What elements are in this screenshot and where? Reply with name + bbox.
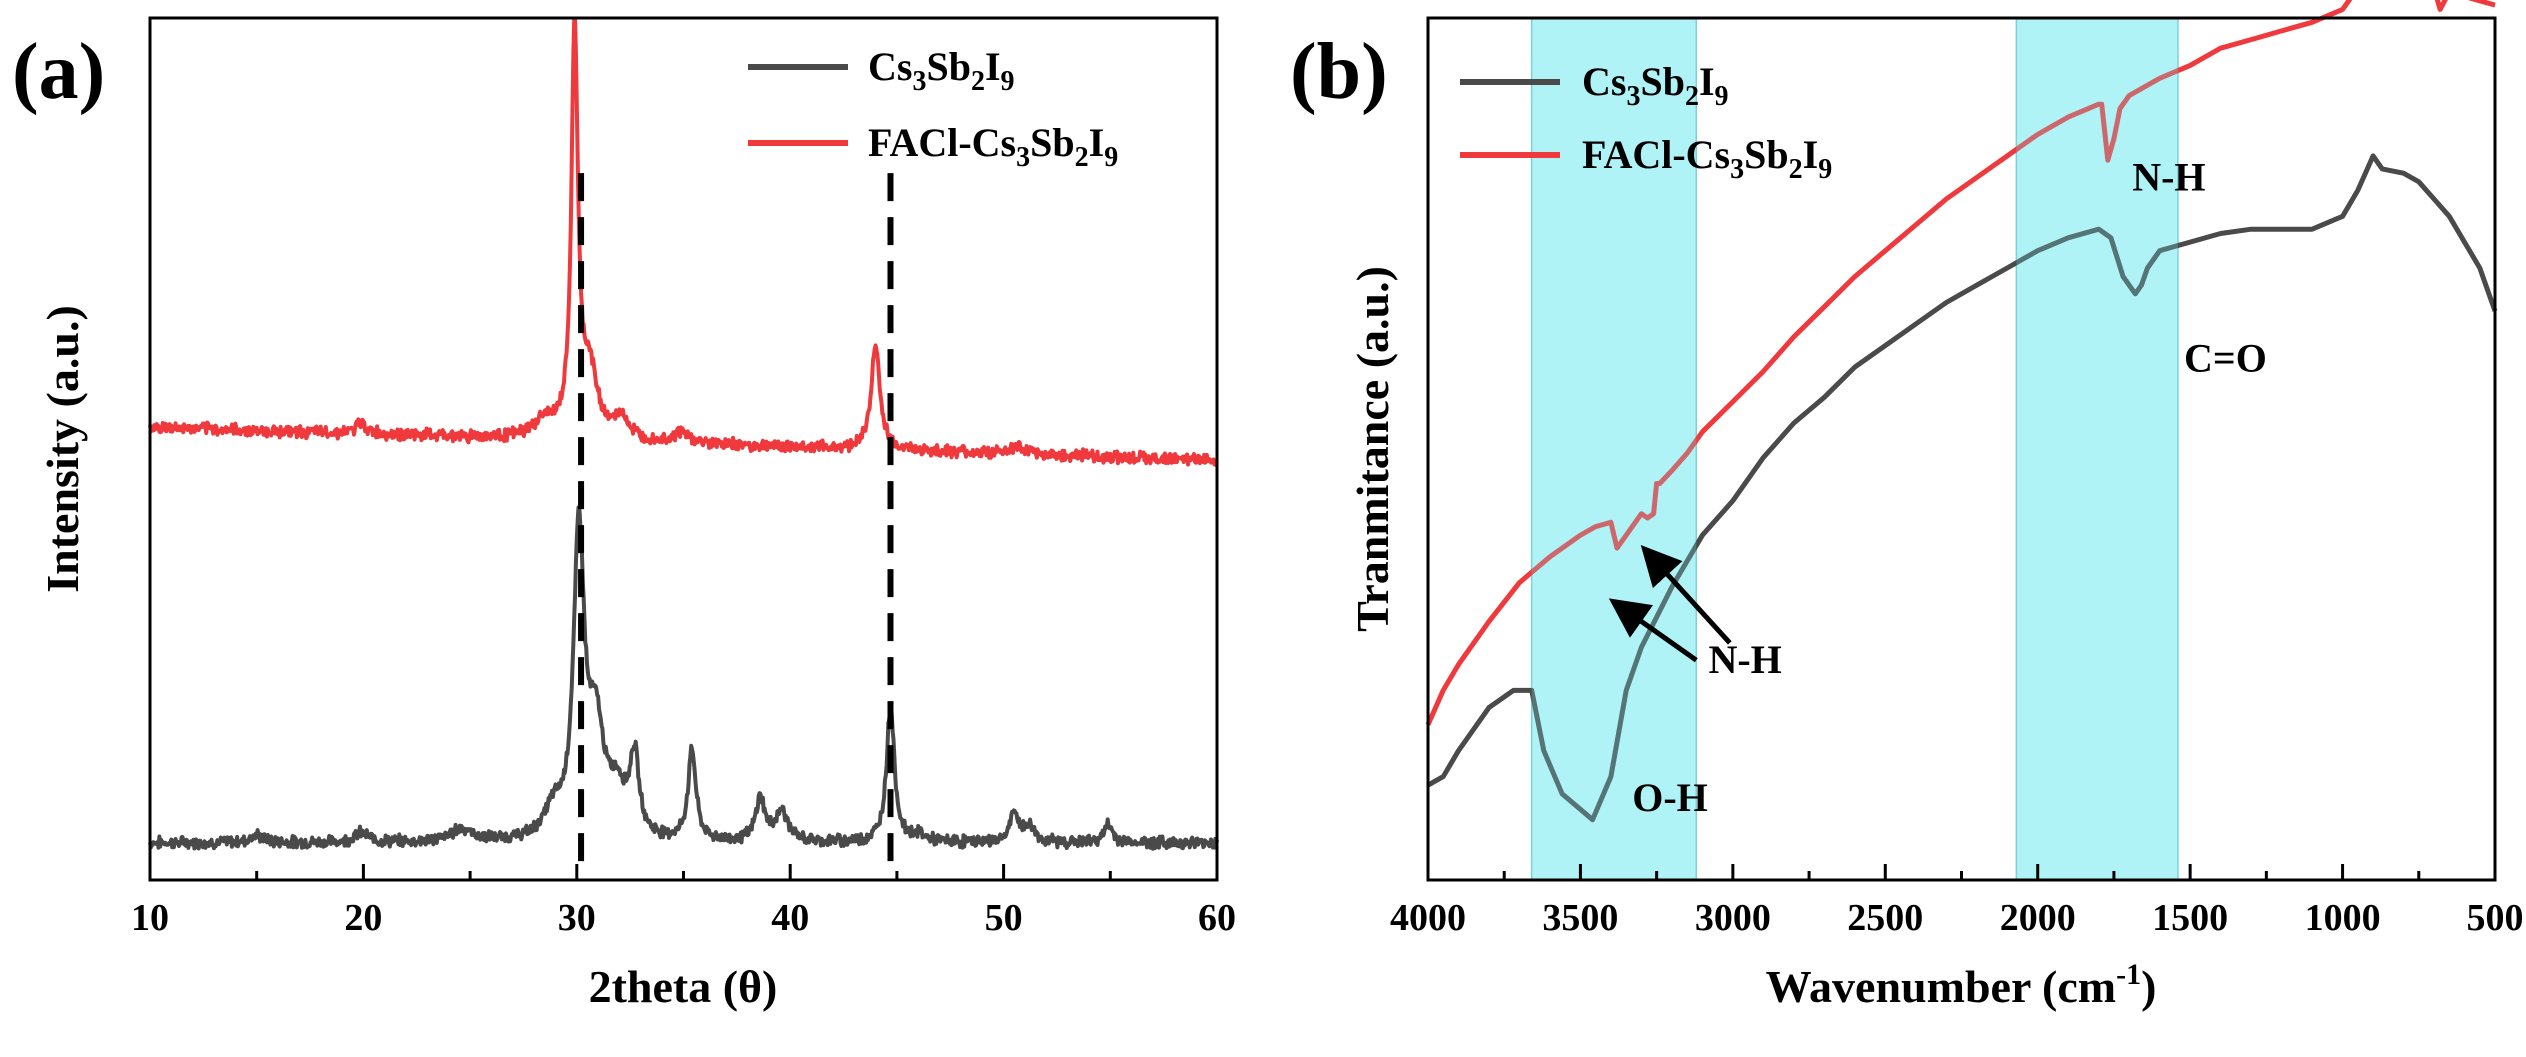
panel-a-plot-area (148, 16, 1219, 863)
annotation-arrow (1640, 545, 1732, 645)
peak-annotation: O-H (1632, 775, 1708, 820)
panel-a-xrd: (a) 10 20 30 40 50 60 2theta (θ) Intensity (a… (12, 16, 1236, 1012)
legend-label-cs3sb2i9: Cs3Sb2I9 (868, 44, 1015, 97)
panel-b-x-tick-label: 2500 (1847, 897, 1923, 939)
panel-b-x-tick-label: 1000 (2305, 897, 2381, 939)
panel-a-y-axis-title: Intensity (a.u.) (37, 305, 88, 593)
annotation-arrow (1608, 598, 1698, 663)
peak-annotation: C=O (2184, 335, 2267, 380)
series-line-facl-cs3sb2i9 (148, 16, 1219, 467)
panel-b-shaded-regions (1530, 17, 2179, 881)
panel-b-x-tick-label: 3000 (1695, 897, 1771, 939)
panel-a-x-tick-label: 10 (131, 897, 169, 939)
panel-b-x-axis: 4000 3500 3000 2500 2000 1500 1000 500 (1390, 864, 2524, 939)
panel-b-x-tick-label: 1500 (2152, 897, 2228, 939)
panel-a-x-axis-title: 2theta (θ) (589, 961, 778, 1012)
panel-b-x-tick-label: 2000 (2000, 897, 2076, 939)
panel-a-x-tick-label: 20 (344, 897, 382, 939)
series-line-cs3sb2i9 (148, 505, 1219, 851)
panel-b-x-tick-label: 3500 (1542, 897, 1618, 939)
legend-label-facl-cs3sb2i9: FACl-Cs3Sb2I9 (868, 120, 1118, 173)
panel-a-x-tick-label: 40 (771, 897, 809, 939)
series-line-facl-cs3sb2i9 (1425, 0, 2496, 726)
panel-b-x-tick-label: 500 (2467, 897, 2524, 939)
panel-b-ftir: (b) N-H C=O N-H O-H 4000 3500 3000 2500 2000 150… (1290, 0, 2524, 1012)
shaded-region-overlay (1531, 18, 1697, 880)
panel-a-legend: Cs3Sb2I9 FACl-Cs3Sb2I9 (748, 44, 1118, 173)
panel-a-x-axis: 10 20 30 40 50 60 (131, 864, 1236, 939)
panel-a-x-tick-label: 30 (558, 897, 596, 939)
peak-annotation: N-H (1708, 637, 1781, 682)
panel-b-annotations: N-H C=O N-H O-H (1608, 154, 2267, 820)
legend-label-cs3sb2i9: Cs3Sb2I9 (1582, 59, 1729, 112)
shaded-region-overlay (2016, 18, 2178, 880)
panel-b-x-tick-label: 4000 (1390, 897, 1466, 939)
panel-b-legend: Cs3Sb2I9 FACl-Cs3Sb2I9 (1460, 59, 1832, 185)
panel-a-x-tick-label: 60 (1198, 897, 1236, 939)
panel-a-x-tick-label: 50 (985, 897, 1023, 939)
panel-b-letter: (b) (1290, 28, 1388, 116)
peak-annotation: N-H (2132, 154, 2205, 199)
legend-label-facl-cs3sb2i9: FACl-Cs3Sb2I9 (1582, 132, 1832, 185)
panel-b-y-axis-title: Tranmitance (a.u.) (1347, 266, 1398, 632)
panel-a-letter: (a) (12, 28, 105, 116)
series-line-cs3sb2i9 (1426, 153, 2498, 823)
panel-b-x-axis-title: Wavenumber (cm-1) (1766, 958, 2157, 1012)
panel-b-plot-area (1425, 0, 2498, 880)
